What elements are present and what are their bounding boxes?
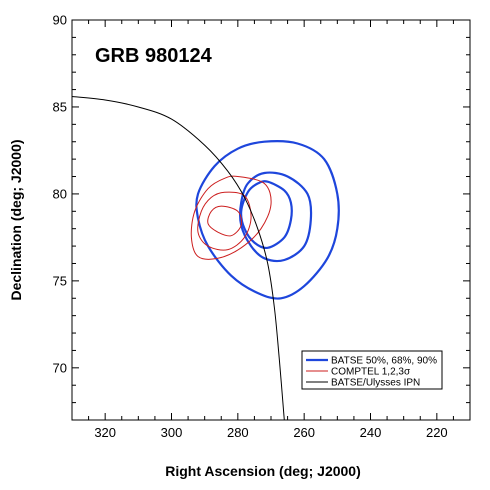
legend-label-ipn: BATSE/Ulysses IPN [331, 378, 420, 389]
x-tick-label: 220 [426, 425, 448, 440]
x-axis-title: Right Ascension (deg; J2000) [165, 463, 361, 479]
comptel-contour [197, 191, 252, 251]
y-tick-label: 70 [53, 360, 67, 375]
legend-label-batse: BATSE 50%, 68%, 90% [331, 356, 437, 367]
legend: BATSE 50%, 68%, 90% COMPTEL 1,2,3σ BATSE… [301, 350, 443, 390]
y-axis: 70 75 80 85 90 [53, 13, 470, 421]
y-tick-label: 90 [53, 13, 67, 28]
series-layer [71, 96, 340, 421]
batse-contour [239, 180, 293, 250]
y-axis-title: Declination (deg; J2000) [8, 139, 24, 300]
comptel-contour [207, 205, 243, 237]
y-tick-label: 85 [53, 99, 67, 114]
chart-annotation: GRB 980124 [95, 45, 213, 67]
x-tick-label: 240 [360, 425, 382, 440]
series-ipn [71, 96, 285, 421]
series-batse [195, 140, 340, 300]
y-tick-label: 75 [53, 273, 67, 288]
x-tick-label: 280 [227, 425, 249, 440]
series-comptel [190, 175, 272, 260]
legend-label-comptel: COMPTEL 1,2,3σ [331, 367, 411, 378]
legend-box [301, 350, 443, 390]
x-tick-label: 300 [161, 425, 183, 440]
x-tick-label: 260 [293, 425, 315, 440]
ipn-arc [71, 96, 285, 421]
batse-contour [195, 140, 340, 300]
y-tick-label: 80 [53, 186, 67, 201]
batse-contour [239, 171, 313, 263]
x-axis: 320 300 280 260 240 220 [71, 20, 471, 440]
x-tick-label: 320 [94, 425, 116, 440]
comptel-contour [190, 175, 272, 260]
